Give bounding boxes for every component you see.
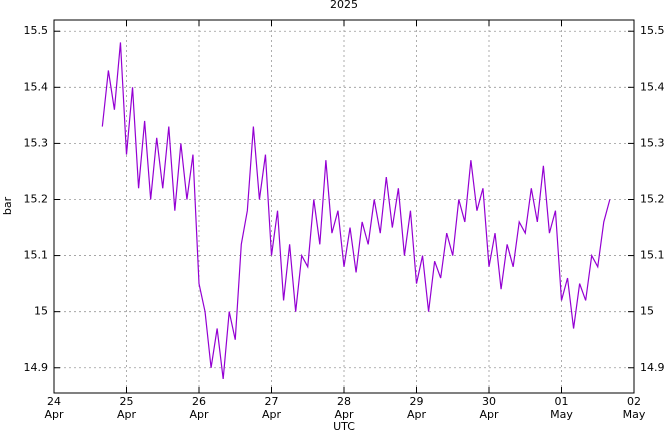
x-tick-label: 29 Apr	[406, 395, 427, 421]
y-tick-label: 15.4	[24, 80, 49, 93]
x-tick-label: 01 May	[550, 395, 573, 421]
y2-tick-label: 15.3	[640, 136, 664, 149]
x-tick-label: 27 Apr	[261, 395, 282, 421]
x-tick-label: 24 Apr	[44, 395, 64, 421]
x-tick-label: 26 Apr	[189, 395, 209, 421]
y-tick-label: 15.5	[24, 24, 49, 37]
x-tick-label: 02 May	[622, 395, 646, 421]
y2-tick-label: 15.2	[640, 192, 664, 205]
y-tick-label: 15	[34, 305, 48, 318]
x-tick-label: 28 Apr	[334, 395, 354, 421]
y-axis-label: bar	[1, 196, 14, 215]
y-tick-label: 15.2	[24, 192, 49, 205]
y-tick-label: 14.9	[24, 361, 49, 374]
data-line	[101, 42, 611, 380]
x-tick-label: 30 Apr	[479, 395, 499, 421]
y2-tick-label: 15	[640, 305, 654, 318]
y2-tick-label: 15.5	[640, 24, 664, 37]
x-axis-label: UTC	[333, 420, 355, 432]
x-tick-label: 25 Apr	[116, 395, 137, 421]
y-tick-label: 15.3	[24, 136, 49, 149]
plot-border	[53, 19, 635, 394]
y2-tick-label: 14.9	[640, 361, 664, 374]
y2-tick-label: 15.1	[640, 249, 664, 262]
y2-tick-label: 15.4	[640, 80, 664, 93]
y-tick-label: 15.1	[24, 249, 49, 262]
chart-title: 2025	[330, 0, 358, 11]
